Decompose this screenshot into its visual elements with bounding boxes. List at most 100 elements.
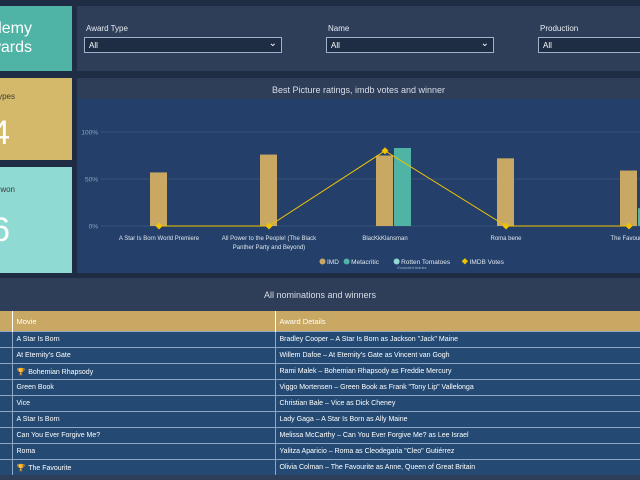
award-details-cell: Bradley Cooper – A Star Is Born as Jacks…: [275, 331, 640, 348]
bar-imd: [150, 172, 167, 226]
award-details-cell: Yalitza Aparicio – Roma as Cleodegaria "…: [275, 443, 640, 460]
table-row[interactable]: 🏆 The Favourite Olivia Colman – The Favour…: [0, 459, 640, 475]
bar-metacritic: [394, 147, 411, 226]
award-details-cell: Willem Dafoe – At Eternity's Gate as Vin…: [275, 347, 640, 364]
imdb-votes-point: [625, 222, 633, 230]
row-spacer: [0, 459, 13, 475]
movie-title: Bohemian Rhapsody: [28, 368, 94, 376]
name-select[interactable]: All ⌄: [326, 37, 494, 53]
table-body: A Star Is Born Bradley Cooper – A Star Is…: [0, 331, 640, 475]
movie-cell: 🏆 Bohemian Rhapsody: [12, 363, 276, 380]
trophy-icon: 🏆: [16, 464, 26, 472]
table-header-row: Movie Award Details: [0, 311, 640, 332]
movie-cell: 🏆 The Favourite: [12, 459, 276, 475]
award-type-select[interactable]: All ⌄: [84, 37, 282, 53]
movie-title: The Favourite: [28, 464, 72, 472]
awards-won-value: 6: [0, 211, 10, 249]
bar-metacritic: [638, 208, 640, 226]
production-value: All: [543, 41, 552, 50]
movie-cell: Roma: [12, 443, 276, 460]
name-value: All: [331, 41, 340, 50]
y-tick-label: 0%: [89, 224, 99, 231]
bar-imd: [376, 155, 393, 226]
chevron-down-icon: ⌄: [268, 38, 277, 49]
table-title: All nominations and winners: [263, 290, 377, 300]
x-tick-label: A Star Is Born World Premiere: [119, 236, 200, 242]
imdb-votes-point: [265, 222, 273, 230]
title-line-2: wards: [0, 39, 32, 56]
x-tick-label: The Favourite: [610, 236, 640, 242]
awards-won-label: won: [0, 185, 15, 194]
row-spacer: [0, 427, 13, 444]
awards-won-card: won 6: [0, 167, 72, 273]
table-row[interactable]: At Eternity's Gate Willem Dafoe – At Eter…: [0, 347, 640, 364]
table-row[interactable]: Vice Christian Bale – Vice as Dick Cheney: [0, 395, 640, 412]
x-tick-label: All Power to the People! (The Black Panth…: [222, 236, 317, 251]
movie-cell: Vice: [12, 395, 276, 412]
row-spacer: [0, 379, 13, 396]
title-line-1: ademy: [0, 20, 32, 37]
nominations-table: Movie Award Details A Star Is Born Bradle…: [0, 311, 640, 475]
movie-cell: Green Book: [12, 379, 276, 396]
title-tile: ademy wards: [0, 6, 72, 71]
legend-marker: [461, 258, 469, 265]
chevron-down-icon: ⌄: [480, 38, 489, 49]
legend-marker: [343, 258, 350, 265]
award-details-cell: Lady Gaga – A Star Is Born as Ally Maine: [275, 411, 640, 428]
imdb-votes-point: [155, 222, 163, 230]
bar-imd: [260, 154, 277, 226]
movie-title: At Eternity's Gate: [16, 352, 71, 359]
table-row[interactable]: A Star Is Born Bradley Cooper – A Star Is…: [0, 331, 640, 348]
header-movie[interactable]: Movie: [12, 311, 276, 332]
award-type-value: All: [89, 41, 98, 50]
x-tick-label: Roma bene: [490, 236, 522, 242]
movie-title: Can You Ever Forgive Me?: [16, 432, 101, 439]
row-spacer: [0, 395, 13, 412]
movie-title: Roma: [16, 448, 36, 455]
production-select[interactable]: All: [538, 37, 640, 53]
x-tick-label: BlacKkKlansman: [362, 236, 407, 242]
award-types-label: types: [0, 92, 15, 101]
legend-label: Rotten Tomatoes: [401, 259, 451, 266]
legend-marker: [319, 258, 326, 265]
row-spacer: [0, 443, 13, 460]
movie-title: A Star Is Born: [16, 416, 60, 423]
movie-cell: A Star Is Born: [12, 331, 276, 348]
imdb-votes-point: [381, 147, 389, 155]
legend-label: Metacritic: [351, 259, 380, 266]
table-row[interactable]: 🏆 Bohemian Rhapsody Rami Malek – Bohemian …: [0, 363, 640, 380]
movie-title: Vice: [16, 400, 31, 407]
table-row[interactable]: A Star Is Born Lady Gaga – A Star Is Born…: [0, 411, 640, 428]
table-row[interactable]: Roma Yalitza Aparicio – Roma as Cleodegar…: [0, 443, 640, 460]
award-details-cell: Viggo Mortensen – Green Book as Frank "T…: [275, 379, 640, 396]
award-types-card: types 4: [0, 78, 72, 160]
header-spacer: [0, 311, 13, 332]
movie-cell: At Eternity's Gate: [12, 347, 276, 364]
legend-label: IMDB Votes: [470, 259, 505, 266]
legend-marker: [393, 258, 400, 265]
bar-imd: [620, 170, 637, 226]
award-details-cell: Melissa McCarthy – Can You Ever Forgive …: [275, 427, 640, 444]
trophy-icon: 🏆: [16, 368, 26, 376]
row-spacer: [0, 363, 13, 380]
header-award-details[interactable]: Award Details: [275, 311, 640, 332]
table-row[interactable]: Green Book Viggo Mortensen – Green Book a…: [0, 379, 640, 396]
chart-title: Best Picture ratings, imdb votes and win…: [271, 85, 446, 95]
legend-label: IMD: [327, 259, 339, 266]
bar-imd: [497, 158, 514, 226]
row-spacer: [0, 331, 13, 348]
award-details-cell: Christian Bale – Vice as Dick Cheney: [275, 395, 640, 412]
y-tick-label: 100%: [81, 130, 98, 137]
table-row[interactable]: Can You Ever Forgive Me? Melissa McCarthy…: [0, 427, 640, 444]
filter-panel: Award Type All ⌄ Name All ⌄ Production A…: [77, 6, 640, 71]
award-details-cell: Olivia Colman – The Favourite as Anne, Q…: [275, 459, 640, 475]
imdb-votes-point: [502, 222, 510, 230]
y-tick-label: 50%: [85, 177, 98, 184]
row-spacer: [0, 347, 13, 364]
legend-note: Excluded blanks: [397, 265, 426, 270]
award-types-value: 4: [0, 114, 10, 152]
production-label: Production: [540, 24, 579, 33]
award-details-cell: Rami Malek – Bohemian Rhapsody as Freddi…: [275, 363, 640, 380]
nominations-table-panel: All nominations and winners Movie Award …: [0, 278, 640, 480]
movie-title: A Star Is Born: [16, 336, 60, 343]
